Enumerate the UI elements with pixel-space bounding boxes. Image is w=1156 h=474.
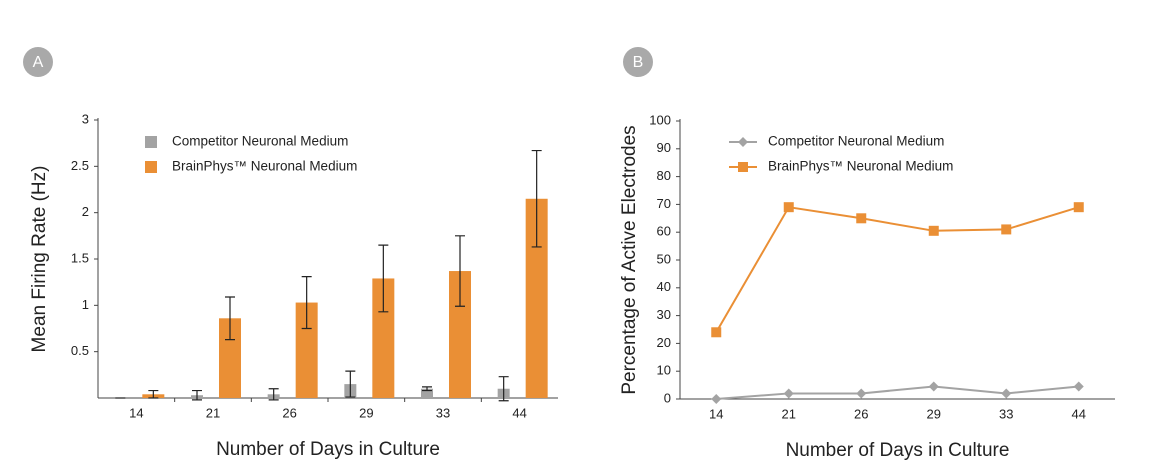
- error-bar: [192, 389, 202, 401]
- y-tick-label: 50: [657, 251, 671, 266]
- panel-label: B: [633, 54, 644, 71]
- y-tick-label: 2: [82, 204, 89, 219]
- x-tick-label: 33: [436, 405, 450, 420]
- marker: [1073, 381, 1084, 392]
- y-tick-label: 40: [657, 279, 671, 294]
- y-tick-label: 60: [657, 224, 671, 239]
- error-bar: [378, 244, 389, 313]
- panel-badge: [623, 47, 653, 77]
- x-tick-label: 26: [854, 406, 868, 421]
- marker: [738, 162, 748, 172]
- x-axis-title: Number of Days in Culture: [786, 440, 1010, 461]
- error-bar: [422, 386, 432, 392]
- x-tick-label: 33: [999, 406, 1013, 421]
- y-tick-label: 2.5: [71, 158, 89, 173]
- error-bar: [531, 149, 542, 248]
- y-tick-label: 1: [82, 297, 89, 312]
- x-tick-label: 29: [359, 405, 373, 420]
- bar: [219, 318, 241, 398]
- marker: [928, 381, 939, 392]
- y-axis-title: Percentage of Active Electrodes: [619, 125, 640, 394]
- legend-swatch: [145, 161, 157, 173]
- error-bar: [301, 276, 312, 330]
- x-tick-label: 26: [282, 405, 296, 420]
- y-tick-label: 100: [649, 112, 671, 127]
- legend-swatch: [145, 136, 157, 148]
- error-bar: [498, 376, 509, 402]
- x-tick-label: 14: [129, 405, 143, 420]
- bar: [295, 302, 318, 398]
- marker: [738, 137, 748, 147]
- bar: [449, 271, 471, 398]
- bar: [525, 198, 548, 398]
- error-bar: [455, 235, 465, 307]
- x-tick-label: 29: [927, 406, 941, 421]
- bar: [421, 388, 433, 398]
- y-axis-title: Mean Firing Rate (Hz): [29, 166, 50, 353]
- x-tick-label: 14: [709, 406, 723, 421]
- y-tick-label: 70: [657, 196, 671, 211]
- marker: [856, 388, 867, 399]
- x-tick-label: 44: [1072, 406, 1086, 421]
- marker: [711, 394, 722, 404]
- y-tick-label: 0: [664, 390, 671, 405]
- y-tick-label: 90: [657, 140, 671, 155]
- y-tick-label: 3: [82, 111, 89, 126]
- y-tick-label: 10: [657, 363, 671, 378]
- marker: [711, 327, 722, 338]
- error-bar: [225, 296, 235, 341]
- bar: [372, 278, 395, 398]
- error-bar: [345, 370, 356, 398]
- y-tick-label: 0.5: [71, 343, 89, 358]
- error-bar: [268, 388, 279, 401]
- y-tick-label: 1.5: [71, 250, 89, 265]
- x-tick-label: 21: [206, 405, 220, 420]
- marker: [1001, 388, 1012, 399]
- y-tick-label: 30: [657, 307, 671, 322]
- y-tick-label: 80: [657, 168, 671, 183]
- x-tick-label: 21: [782, 406, 796, 421]
- x-axis-title: Number of Days in Culture: [216, 439, 440, 460]
- marker: [783, 388, 794, 399]
- panel-label: A: [33, 54, 44, 71]
- line: [715, 206, 1080, 333]
- y-tick-label: 20: [657, 335, 671, 350]
- marker: [856, 213, 867, 224]
- panel-badge: [23, 47, 53, 77]
- line: [716, 385, 1079, 400]
- marker: [928, 225, 939, 236]
- marker: [1001, 224, 1012, 235]
- legend-label: BrainPhys™ Neuronal Medium: [768, 159, 953, 174]
- legend-label: Competitor Neuronal Medium: [768, 134, 944, 149]
- error-bar: [148, 389, 159, 399]
- x-tick-label: 44: [512, 405, 526, 420]
- marker: [1073, 202, 1084, 213]
- marker: [783, 202, 794, 213]
- legend-label: BrainPhys™ Neuronal Medium: [172, 159, 357, 174]
- legend-label: Competitor Neuronal Medium: [172, 134, 348, 149]
